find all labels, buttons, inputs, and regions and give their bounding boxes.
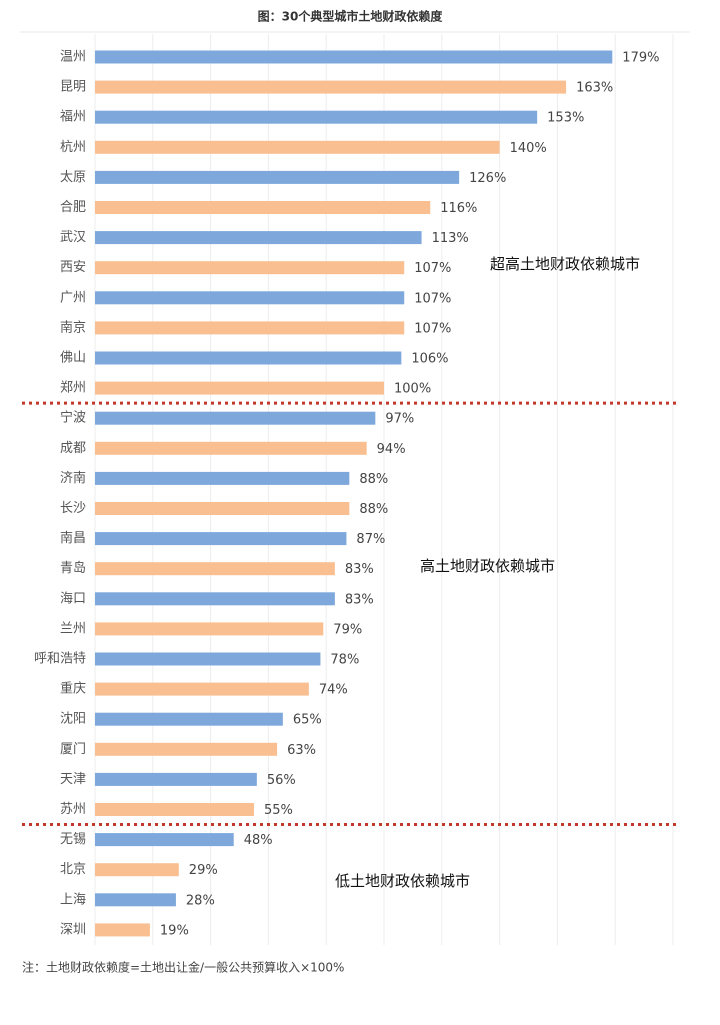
value-label: 56% xyxy=(267,773,296,788)
category-label: 沈阳 xyxy=(60,712,86,727)
bar xyxy=(95,863,179,877)
bar xyxy=(95,592,335,606)
value-label: 63% xyxy=(287,743,316,758)
group-annotation: 低土地财政依赖城市 xyxy=(335,872,470,890)
group-annotation: 超高土地财政依赖城市 xyxy=(490,255,640,273)
category-label: 宁波 xyxy=(60,410,86,426)
value-label: 163% xyxy=(576,81,613,96)
category-label: 天津 xyxy=(60,772,86,787)
bar xyxy=(95,803,254,816)
value-label: 19% xyxy=(160,923,189,938)
bar xyxy=(95,291,405,305)
bar xyxy=(95,562,335,576)
value-label: 153% xyxy=(547,111,584,126)
value-label: 55% xyxy=(264,803,293,818)
category-label: 深圳 xyxy=(60,922,86,937)
value-label: 106% xyxy=(411,352,448,367)
bar xyxy=(95,231,422,245)
category-label: 济南 xyxy=(60,470,86,486)
chart-title: 图：30个典型城市土地财政依赖度 xyxy=(258,9,444,24)
bar xyxy=(95,652,321,666)
category-label: 武汉 xyxy=(60,230,86,245)
bar xyxy=(95,833,234,847)
bar xyxy=(95,381,384,395)
bar xyxy=(95,110,538,124)
category-label: 合肥 xyxy=(60,200,86,215)
category-label: 温州 xyxy=(60,50,86,65)
bar xyxy=(95,772,257,786)
bar xyxy=(95,471,350,485)
value-label: 83% xyxy=(345,592,374,607)
value-label: 28% xyxy=(186,893,215,908)
category-label: 昆明 xyxy=(60,80,86,95)
category-label: 苏州 xyxy=(60,801,86,817)
value-label: 83% xyxy=(345,562,374,577)
bar xyxy=(95,923,150,937)
bar xyxy=(95,411,376,425)
bar xyxy=(95,80,567,94)
bar xyxy=(95,351,402,365)
value-label: 74% xyxy=(319,683,348,698)
value-label: 88% xyxy=(359,502,388,517)
bar xyxy=(95,502,350,515)
bar xyxy=(95,712,283,726)
value-label: 29% xyxy=(189,863,218,878)
chart-note: 注：土地财政依赖度=土地出让金/一般公共预算收入×100% xyxy=(22,960,344,975)
value-label: 88% xyxy=(359,472,388,487)
value-label: 113% xyxy=(432,231,469,246)
category-label: 北京 xyxy=(60,862,86,877)
bar xyxy=(95,441,367,455)
bar xyxy=(95,893,176,907)
category-label: 南昌 xyxy=(60,530,86,546)
value-label: 140% xyxy=(510,141,547,156)
category-label: 广州 xyxy=(60,290,86,305)
value-label: 48% xyxy=(244,833,273,848)
category-label: 杭州 xyxy=(60,140,86,155)
bar xyxy=(95,50,613,64)
category-label: 成都 xyxy=(60,441,86,456)
category-label: 海口 xyxy=(60,591,86,606)
value-label: 107% xyxy=(414,291,451,306)
category-label: 长沙 xyxy=(60,501,86,516)
category-label: 南京 xyxy=(60,319,86,335)
bar xyxy=(95,201,431,214)
category-label: 西安 xyxy=(60,260,86,275)
category-label: 郑州 xyxy=(60,381,86,396)
category-label: 福州 xyxy=(60,110,86,125)
bar xyxy=(95,622,324,636)
bar xyxy=(95,532,347,546)
bar xyxy=(95,742,278,756)
value-label: 87% xyxy=(356,532,385,547)
bar xyxy=(95,140,500,154)
category-label: 上海 xyxy=(60,892,86,907)
value-label: 65% xyxy=(293,713,322,728)
category-label: 无锡 xyxy=(60,832,86,847)
value-label: 94% xyxy=(377,442,406,457)
value-label: 79% xyxy=(333,622,362,637)
category-label: 呼和浩特 xyxy=(34,652,86,667)
category-label: 厦门 xyxy=(60,742,86,757)
category-label: 重庆 xyxy=(60,681,86,697)
value-label: 116% xyxy=(440,201,477,216)
value-label: 78% xyxy=(330,653,359,668)
value-label: 97% xyxy=(385,412,414,427)
value-label: 107% xyxy=(414,321,451,336)
category-label: 佛山 xyxy=(60,351,86,366)
category-label: 青岛 xyxy=(60,560,86,576)
value-label: 179% xyxy=(622,51,659,66)
bar xyxy=(95,321,405,335)
value-label: 107% xyxy=(414,261,451,276)
value-label: 100% xyxy=(394,382,431,397)
bar xyxy=(95,261,405,275)
bar xyxy=(95,170,460,184)
value-label: 126% xyxy=(469,171,506,186)
group-annotation: 高土地财政依赖城市 xyxy=(420,557,555,575)
category-label: 兰州 xyxy=(60,621,86,636)
category-label: 太原 xyxy=(60,170,86,185)
bar xyxy=(95,682,309,696)
